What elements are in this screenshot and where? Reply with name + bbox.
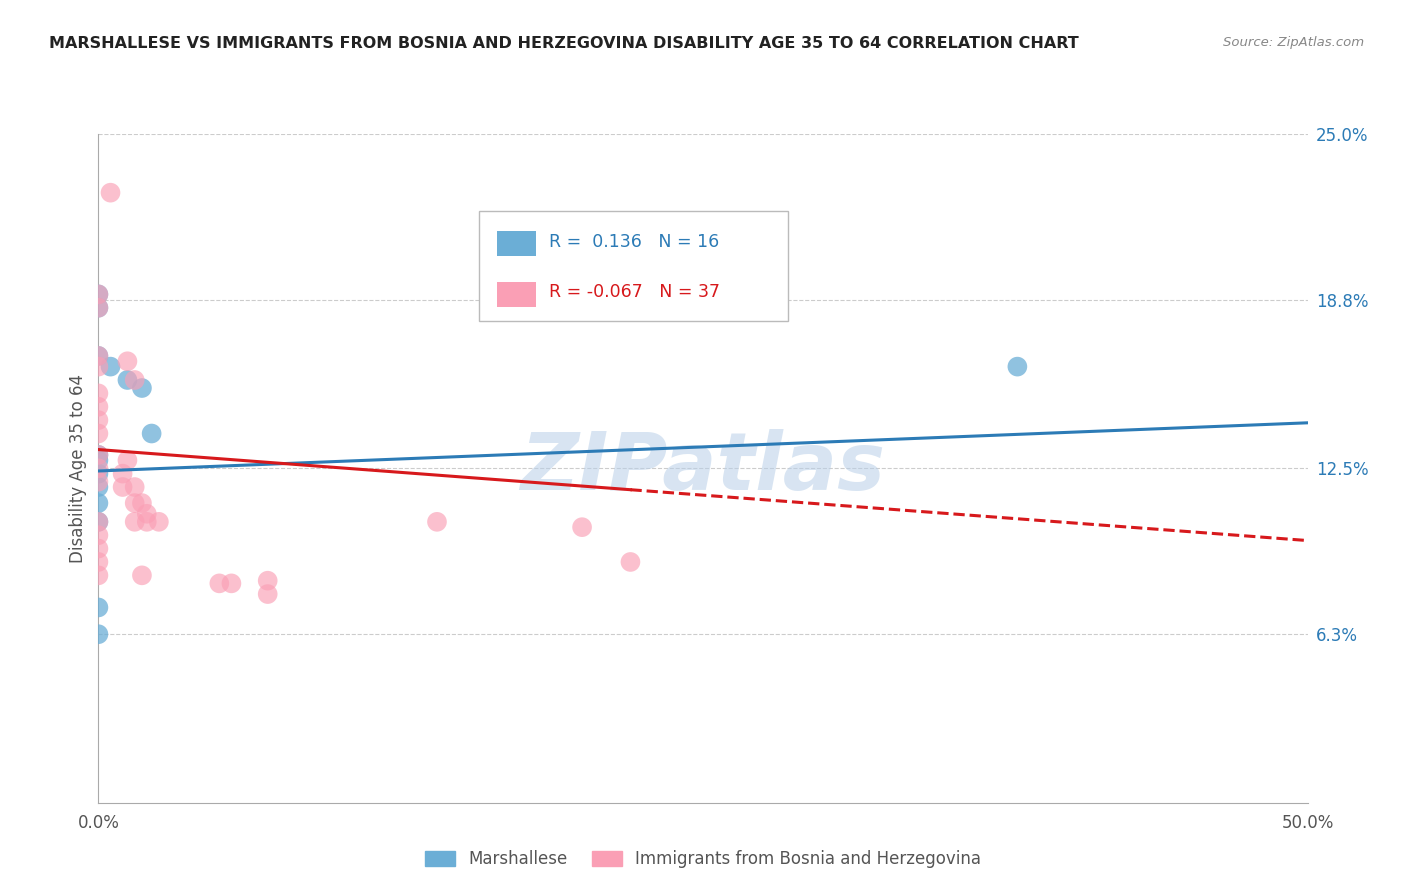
Point bbox=[87, 400, 110, 414]
Point bbox=[208, 576, 231, 591]
Point bbox=[87, 480, 110, 494]
Point bbox=[87, 600, 110, 615]
Point bbox=[124, 515, 146, 529]
FancyBboxPatch shape bbox=[498, 282, 536, 307]
Point bbox=[87, 453, 110, 467]
Point bbox=[124, 480, 146, 494]
Point bbox=[124, 373, 146, 387]
Point bbox=[221, 576, 243, 591]
Point bbox=[100, 359, 122, 374]
Point bbox=[124, 496, 146, 510]
Point bbox=[117, 354, 139, 368]
Point bbox=[131, 381, 153, 395]
Point bbox=[87, 426, 110, 441]
Point bbox=[87, 349, 110, 363]
Point bbox=[87, 301, 110, 315]
Point bbox=[131, 496, 153, 510]
Point bbox=[117, 453, 139, 467]
Point bbox=[87, 349, 110, 363]
Point bbox=[87, 359, 110, 374]
Point bbox=[87, 515, 110, 529]
Point bbox=[87, 475, 110, 489]
Point bbox=[87, 448, 110, 462]
Legend: Marshallese, Immigrants from Bosnia and Herzegovina: Marshallese, Immigrants from Bosnia and … bbox=[418, 844, 988, 875]
Point bbox=[100, 186, 122, 200]
Point bbox=[117, 373, 139, 387]
Point bbox=[111, 480, 134, 494]
Point bbox=[256, 587, 278, 601]
Point bbox=[87, 568, 110, 582]
Text: MARSHALLESE VS IMMIGRANTS FROM BOSNIA AND HERZEGOVINA DISABILITY AGE 35 TO 64 CO: MARSHALLESE VS IMMIGRANTS FROM BOSNIA AN… bbox=[49, 36, 1078, 51]
Point bbox=[619, 555, 641, 569]
Point bbox=[87, 287, 110, 301]
FancyBboxPatch shape bbox=[498, 231, 536, 256]
Point bbox=[87, 467, 110, 481]
Y-axis label: Disability Age 35 to 64: Disability Age 35 to 64 bbox=[69, 374, 87, 563]
Point bbox=[87, 496, 110, 510]
Point bbox=[111, 467, 134, 481]
Point bbox=[131, 568, 153, 582]
Point bbox=[87, 627, 110, 641]
Point bbox=[426, 515, 449, 529]
Text: Source: ZipAtlas.com: Source: ZipAtlas.com bbox=[1223, 36, 1364, 49]
Point bbox=[87, 386, 110, 401]
Point bbox=[571, 520, 593, 534]
FancyBboxPatch shape bbox=[479, 211, 787, 321]
Point bbox=[148, 515, 170, 529]
Point bbox=[87, 413, 110, 427]
Point bbox=[87, 515, 110, 529]
Point bbox=[135, 515, 157, 529]
Point bbox=[87, 448, 110, 462]
Point bbox=[141, 426, 163, 441]
Point bbox=[87, 555, 110, 569]
Text: R = -0.067   N = 37: R = -0.067 N = 37 bbox=[550, 284, 720, 301]
Point bbox=[87, 528, 110, 542]
Point bbox=[256, 574, 278, 588]
Point bbox=[87, 287, 110, 301]
Point bbox=[87, 541, 110, 556]
Text: ZIPatlas: ZIPatlas bbox=[520, 429, 886, 508]
Text: R =  0.136   N = 16: R = 0.136 N = 16 bbox=[550, 233, 720, 251]
Point bbox=[135, 507, 157, 521]
Point bbox=[87, 461, 110, 475]
Point bbox=[87, 301, 110, 315]
Point bbox=[1007, 359, 1029, 374]
